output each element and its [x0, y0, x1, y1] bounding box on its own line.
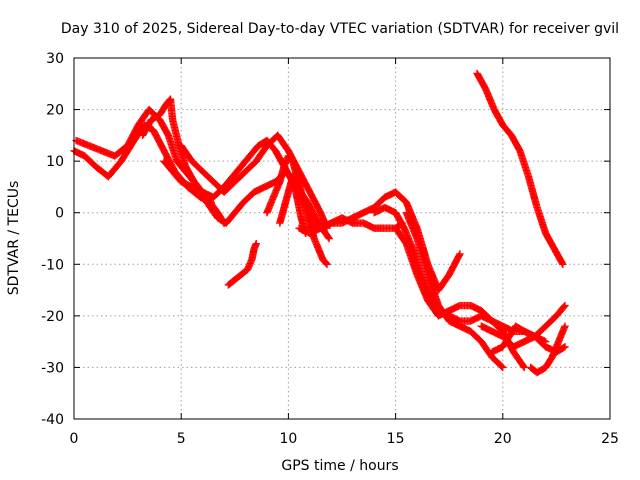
data-point	[498, 362, 506, 371]
y-tick-label: 0	[55, 206, 64, 222]
series-13	[391, 224, 528, 372]
data-point	[323, 260, 331, 268]
y-tick-label: -10	[41, 257, 64, 273]
x-tick-label: 15	[387, 431, 405, 447]
y-axis-label: SDTVAR / TECUs	[6, 181, 22, 296]
data-point	[324, 233, 332, 241]
data-point	[560, 302, 568, 311]
x-tick-label: 25	[601, 431, 619, 447]
data-point	[456, 250, 464, 258]
y-tick-label: 20	[46, 103, 64, 119]
x-tick-label: 5	[177, 431, 186, 447]
data-points	[70, 69, 569, 377]
data-point	[163, 130, 172, 138]
axis-tick-labels: 0 5 10 15 20 25 -40 -30 -20 -10 0 10 20 30	[41, 51, 619, 447]
data-point	[520, 363, 528, 372]
axis-ticks	[73, 57, 611, 420]
series-17	[526, 322, 569, 377]
series-11	[316, 188, 464, 294]
data-point	[325, 234, 333, 243]
data-point	[558, 259, 566, 267]
x-tick-label: 0	[70, 431, 79, 447]
series-18	[473, 69, 567, 268]
data-point	[515, 145, 523, 154]
series-5	[177, 131, 331, 232]
data-point	[252, 239, 260, 248]
x-axis-label: GPS time / hours	[281, 458, 398, 474]
y-tick-label: -40	[41, 412, 64, 428]
y-tick-label: 30	[46, 51, 64, 67]
series-14	[402, 209, 507, 372]
y-tick-label: -20	[41, 309, 64, 325]
data-point	[561, 343, 569, 351]
plot-frame	[73, 57, 611, 420]
data-point	[560, 343, 568, 352]
data-point	[559, 260, 567, 268]
y-tick-label: 10	[46, 154, 64, 170]
x-tick-label: 10	[279, 431, 297, 447]
data-point	[322, 259, 330, 267]
data-point	[519, 362, 528, 370]
chart-title: Day 310 of 2025, Sidereal Day-to-day VTE…	[61, 21, 619, 37]
data-point	[561, 301, 569, 310]
y-tick-label: -30	[41, 360, 64, 376]
data-point	[561, 322, 569, 330]
data-point	[499, 363, 507, 372]
x-tick-label: 20	[494, 431, 512, 447]
series-7	[224, 239, 260, 289]
